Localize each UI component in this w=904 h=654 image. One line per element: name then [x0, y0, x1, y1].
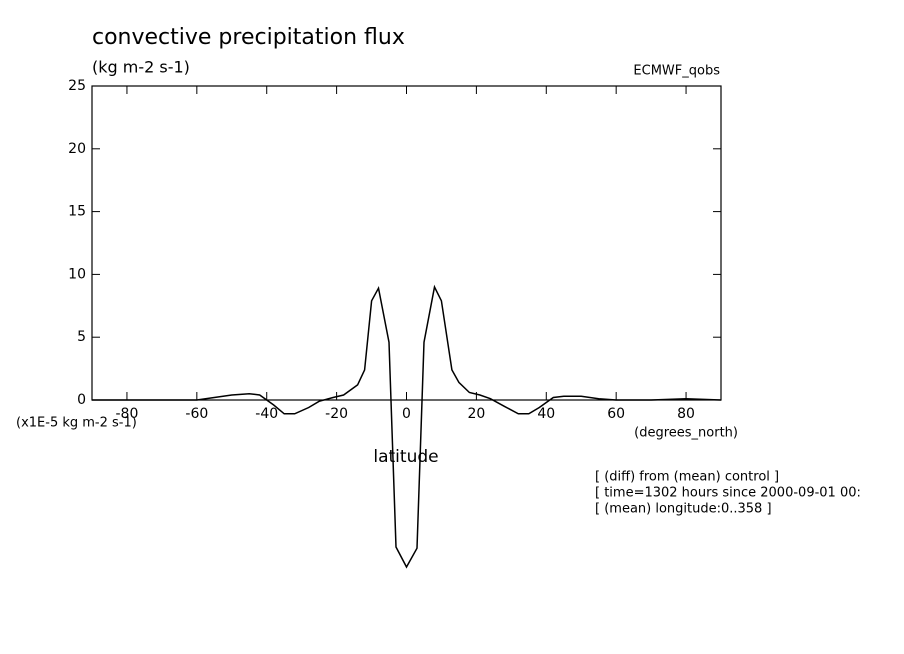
chart-title: convective precipitation flux	[92, 25, 405, 50]
x-tick-label: 20	[467, 406, 485, 422]
x-tick-label: 0	[402, 406, 411, 422]
y-tick-label: 15	[68, 204, 86, 220]
data-line	[92, 284, 722, 569]
x-tick-label: -60	[185, 406, 208, 422]
note: [ (mean) longitude:0..358 ]	[595, 502, 772, 517]
source-label: ECMWF_qobs	[633, 64, 720, 79]
x-tick-label: 60	[607, 406, 625, 422]
x-tick-label: -80	[116, 406, 139, 422]
x-tick-label: 40	[537, 406, 555, 422]
note: [ time=1302 hours since 2000-09-01 00:	[595, 486, 861, 501]
x-axis-label: latitude	[373, 447, 438, 467]
chart-subtitle: (kg m-2 s-1)	[92, 58, 190, 77]
y-units: (x1E-5 kg m-2 s-1)	[16, 416, 137, 431]
x-tick-label: 80	[677, 406, 695, 422]
y-tick-label: 20	[68, 141, 86, 157]
plot-frame	[91, 85, 722, 401]
y-tick-label: 10	[68, 266, 86, 282]
y-tick-label: 5	[77, 329, 86, 345]
x-units: (degrees_north)	[634, 426, 738, 441]
y-tick-label: 0	[77, 392, 86, 408]
y-tick-label: 25	[68, 78, 86, 94]
note: [ (diff) from (mean) control ]	[595, 470, 779, 485]
x-tick-label: -20	[325, 406, 348, 422]
x-tick-label: -40	[255, 406, 278, 422]
